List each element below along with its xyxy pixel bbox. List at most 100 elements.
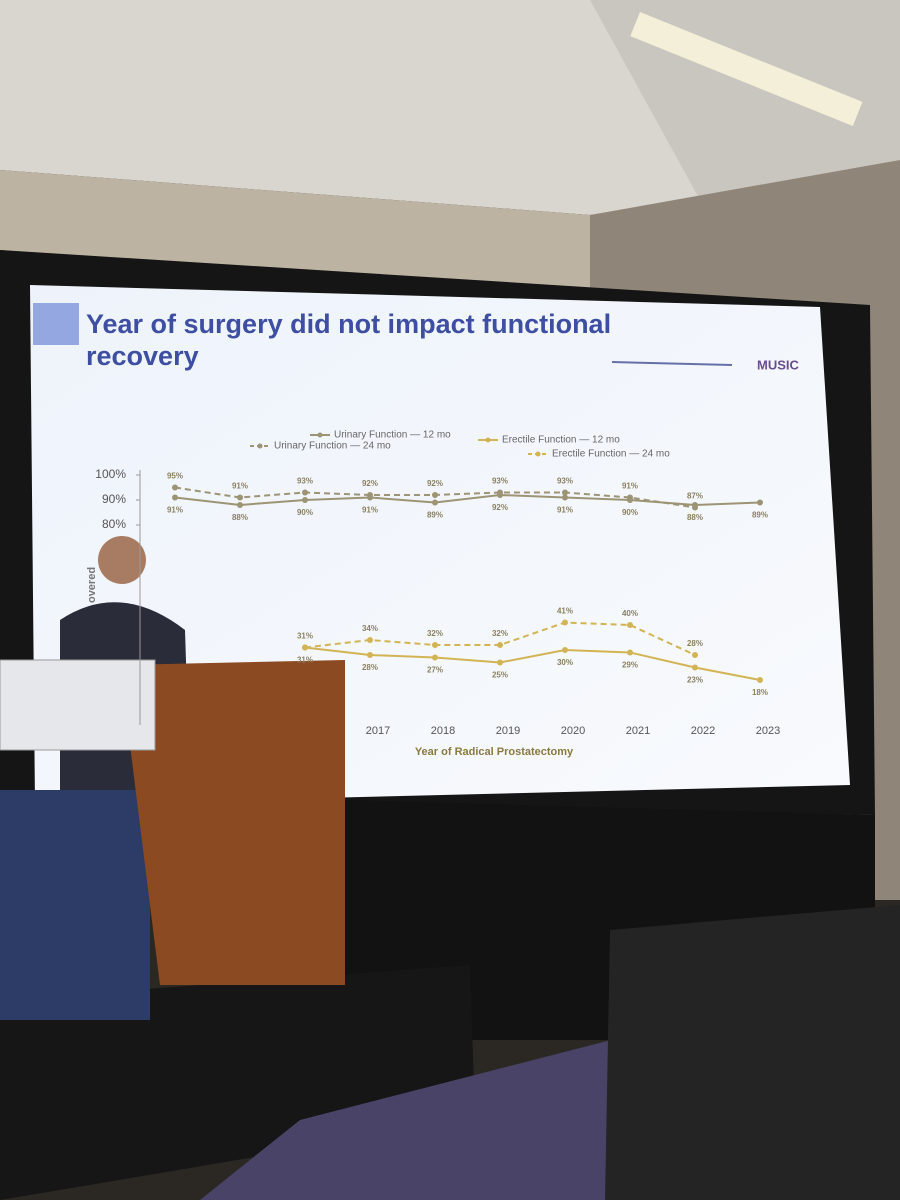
legend-dot — [535, 451, 541, 457]
series-line — [304, 646, 761, 681]
data-label: 40% — [622, 609, 638, 618]
data-label: 23% — [687, 676, 703, 685]
y-axis-label: overed — [86, 567, 98, 603]
podium — [120, 660, 345, 985]
data-label: 93% — [297, 477, 313, 486]
y-tick-label: 90% — [102, 492, 126, 506]
data-point — [172, 484, 178, 491]
data-label: 95% — [167, 472, 183, 481]
data-point — [302, 644, 308, 651]
foreground-box — [605, 905, 900, 1200]
data-point — [237, 502, 243, 508]
title-rule — [611, 361, 733, 366]
title-accent — [33, 303, 79, 345]
slide-title: Year of surgery did not impact functiona… — [86, 309, 612, 371]
data-label: 31% — [297, 656, 313, 665]
data-label: 90% — [622, 508, 638, 517]
data-label: 89% — [752, 511, 768, 520]
table-cloth — [0, 790, 150, 1020]
data-label: 91% — [167, 506, 183, 515]
x-tick-label: 2022 — [691, 725, 715, 737]
data-label: 34% — [362, 624, 378, 633]
legend-label: Urinary Function — 12 mo — [334, 430, 451, 441]
data-label: 92% — [362, 479, 378, 488]
y-tick-label: 80% — [102, 517, 126, 531]
monitor — [0, 659, 156, 751]
data-label: 92% — [427, 479, 443, 488]
x-axis-label: Year of Radical Prostatectomy — [415, 746, 574, 758]
data-label: 30% — [557, 658, 573, 667]
data-point — [367, 637, 373, 643]
legend-dot — [485, 437, 491, 443]
x-tick-label: 2023 — [756, 725, 780, 737]
data-point — [367, 652, 373, 658]
data-point — [692, 664, 698, 671]
data-point — [497, 659, 503, 666]
data-point — [692, 504, 698, 511]
data-point — [562, 494, 568, 501]
y-tick-label: 100% — [95, 467, 126, 481]
data-point — [562, 619, 568, 626]
data-point — [237, 494, 243, 501]
legend-label: Urinary Function — 24 mo — [274, 441, 391, 452]
stage-front — [0, 965, 475, 1200]
data-point — [172, 494, 178, 501]
legend-dot — [257, 443, 263, 449]
data-point — [302, 497, 308, 503]
data-label: 18% — [752, 688, 768, 697]
x-tick-label: 2020 — [561, 725, 585, 737]
data-label: 91% — [622, 482, 638, 491]
x-tick-label: 2019 — [496, 725, 520, 737]
speaker-head — [98, 536, 146, 584]
data-point — [757, 499, 763, 506]
data-label: 92% — [492, 503, 508, 512]
data-point — [367, 492, 373, 498]
data-label: 93% — [492, 477, 508, 486]
logo: MUSIC — [757, 357, 800, 372]
legend-label: Erectile Function — 24 mo — [552, 449, 670, 460]
x-tick-label: 2018 — [431, 725, 455, 737]
data-point — [432, 492, 438, 498]
data-label: 93% — [557, 477, 573, 486]
legend-dot — [317, 432, 323, 438]
data-point — [757, 677, 763, 683]
data-label: 91% — [362, 506, 378, 515]
data-label: 90% — [297, 508, 313, 517]
data-label: 87% — [687, 492, 703, 501]
data-label: 27% — [427, 666, 443, 675]
data-point — [497, 642, 503, 648]
data-label: 31% — [297, 632, 313, 641]
data-point — [562, 647, 568, 653]
carpet — [200, 1030, 650, 1200]
wall — [0, 170, 590, 300]
data-point — [432, 654, 438, 661]
data-point — [627, 622, 633, 628]
legend-label: Erectile Function — 12 mo — [502, 435, 620, 446]
data-point — [497, 489, 503, 496]
data-label: 91% — [557, 506, 573, 515]
data-label: 32% — [427, 629, 443, 638]
data-label: 28% — [362, 663, 378, 672]
data-label: 25% — [492, 671, 508, 680]
data-point — [302, 489, 308, 496]
data-point — [562, 489, 568, 496]
data-label: 89% — [427, 511, 443, 520]
data-label: 32% — [492, 629, 508, 638]
x-tick-label: 2021 — [626, 725, 650, 737]
data-point — [432, 642, 438, 648]
data-label: 28% — [687, 639, 703, 648]
data-label: 88% — [232, 513, 248, 522]
data-label: 29% — [622, 661, 638, 670]
x-tick-label: 2017 — [366, 725, 390, 737]
data-label: 91% — [232, 482, 248, 491]
series-line — [174, 493, 761, 507]
data-label: 41% — [557, 607, 573, 616]
data-point — [627, 649, 633, 656]
data-point — [432, 499, 438, 506]
ceiling-light — [630, 12, 863, 127]
data-label: 88% — [687, 513, 703, 522]
data-point — [627, 494, 633, 501]
data-point — [692, 652, 698, 658]
